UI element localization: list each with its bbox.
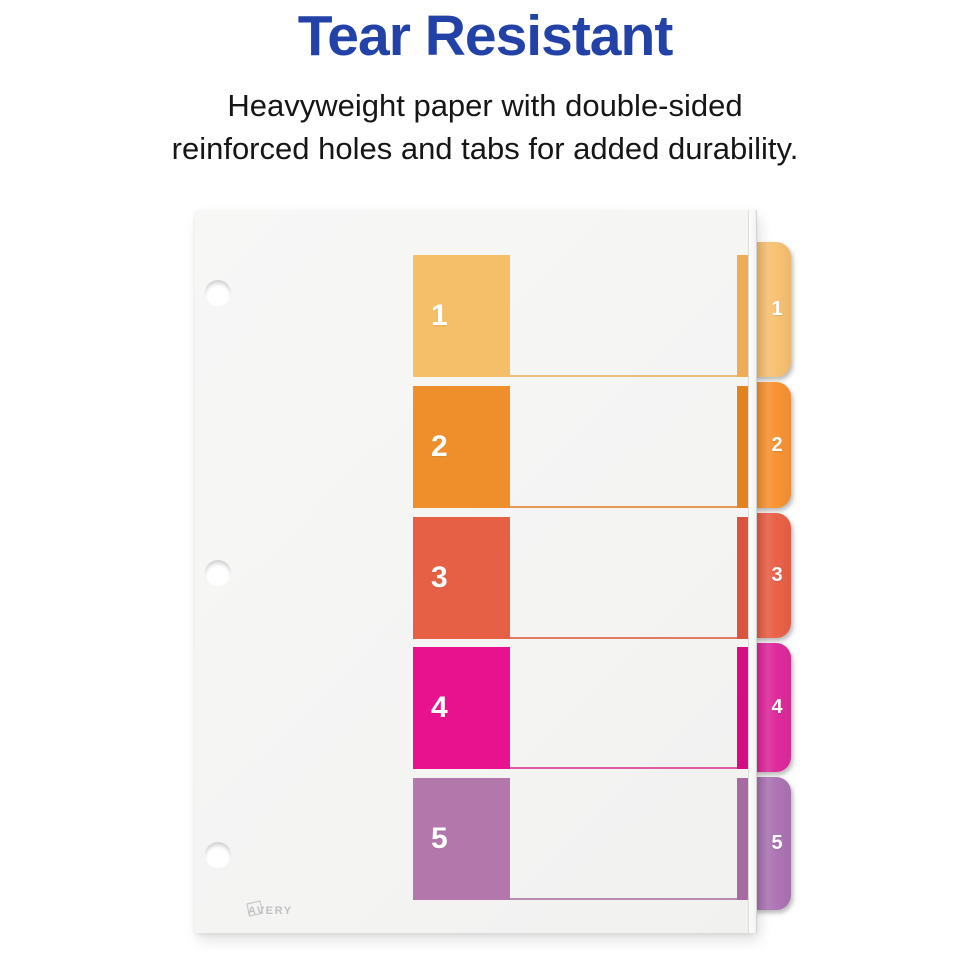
headline: Tear Resistant	[297, 4, 674, 68]
toc-rule-2	[510, 506, 737, 508]
punch-hole-middle	[205, 560, 231, 586]
toc-number-4: 4	[431, 691, 448, 724]
toc-block-1: 1	[413, 255, 510, 377]
toc-rule-4	[510, 767, 737, 769]
toc-block-3: 3	[413, 517, 510, 639]
edge-strip-4	[737, 647, 748, 769]
sheet-right-edge	[748, 210, 757, 933]
toc-block-2: 2	[413, 386, 510, 508]
edge-strip-3	[737, 517, 748, 639]
toc-rule-1	[510, 375, 737, 377]
toc-number-3: 3	[431, 561, 448, 594]
edge-strip-5	[737, 778, 748, 900]
toc-number-5: 5	[431, 822, 448, 855]
subheadline-line-1: Heavyweight paper with double-sided	[227, 88, 743, 123]
tab-number-1: 1	[771, 298, 783, 320]
subheadline: Heavyweight paper with double-sided rein…	[0, 84, 970, 170]
subheadline-line-2: reinforced holes and tabs for added dura…	[171, 131, 799, 166]
toc-block-5: 5	[413, 778, 510, 900]
avery-logo-text: AVERY	[248, 905, 293, 917]
toc-rule-3	[510, 637, 737, 639]
punch-hole-bottom	[205, 842, 231, 868]
tab-number-4: 4	[771, 696, 783, 718]
toc-rule-5	[510, 898, 737, 900]
punch-hole-top	[205, 280, 231, 306]
divider-sheet: 1 2 3 4 5 AVERY	[195, 210, 757, 933]
edge-strip-1	[737, 255, 748, 377]
tab-number-2: 2	[771, 433, 783, 456]
tab-number-3: 3	[771, 564, 783, 586]
toc-number-2: 2	[431, 430, 448, 463]
avery-logo-graphic: AVERY	[246, 900, 293, 917]
toc-number-1: 1	[431, 299, 448, 332]
edge-strip-2	[737, 386, 748, 508]
toc-block-4: 4	[413, 647, 510, 769]
tab-number-5: 5	[771, 832, 783, 854]
avery-logo: AVERY	[244, 898, 308, 922]
